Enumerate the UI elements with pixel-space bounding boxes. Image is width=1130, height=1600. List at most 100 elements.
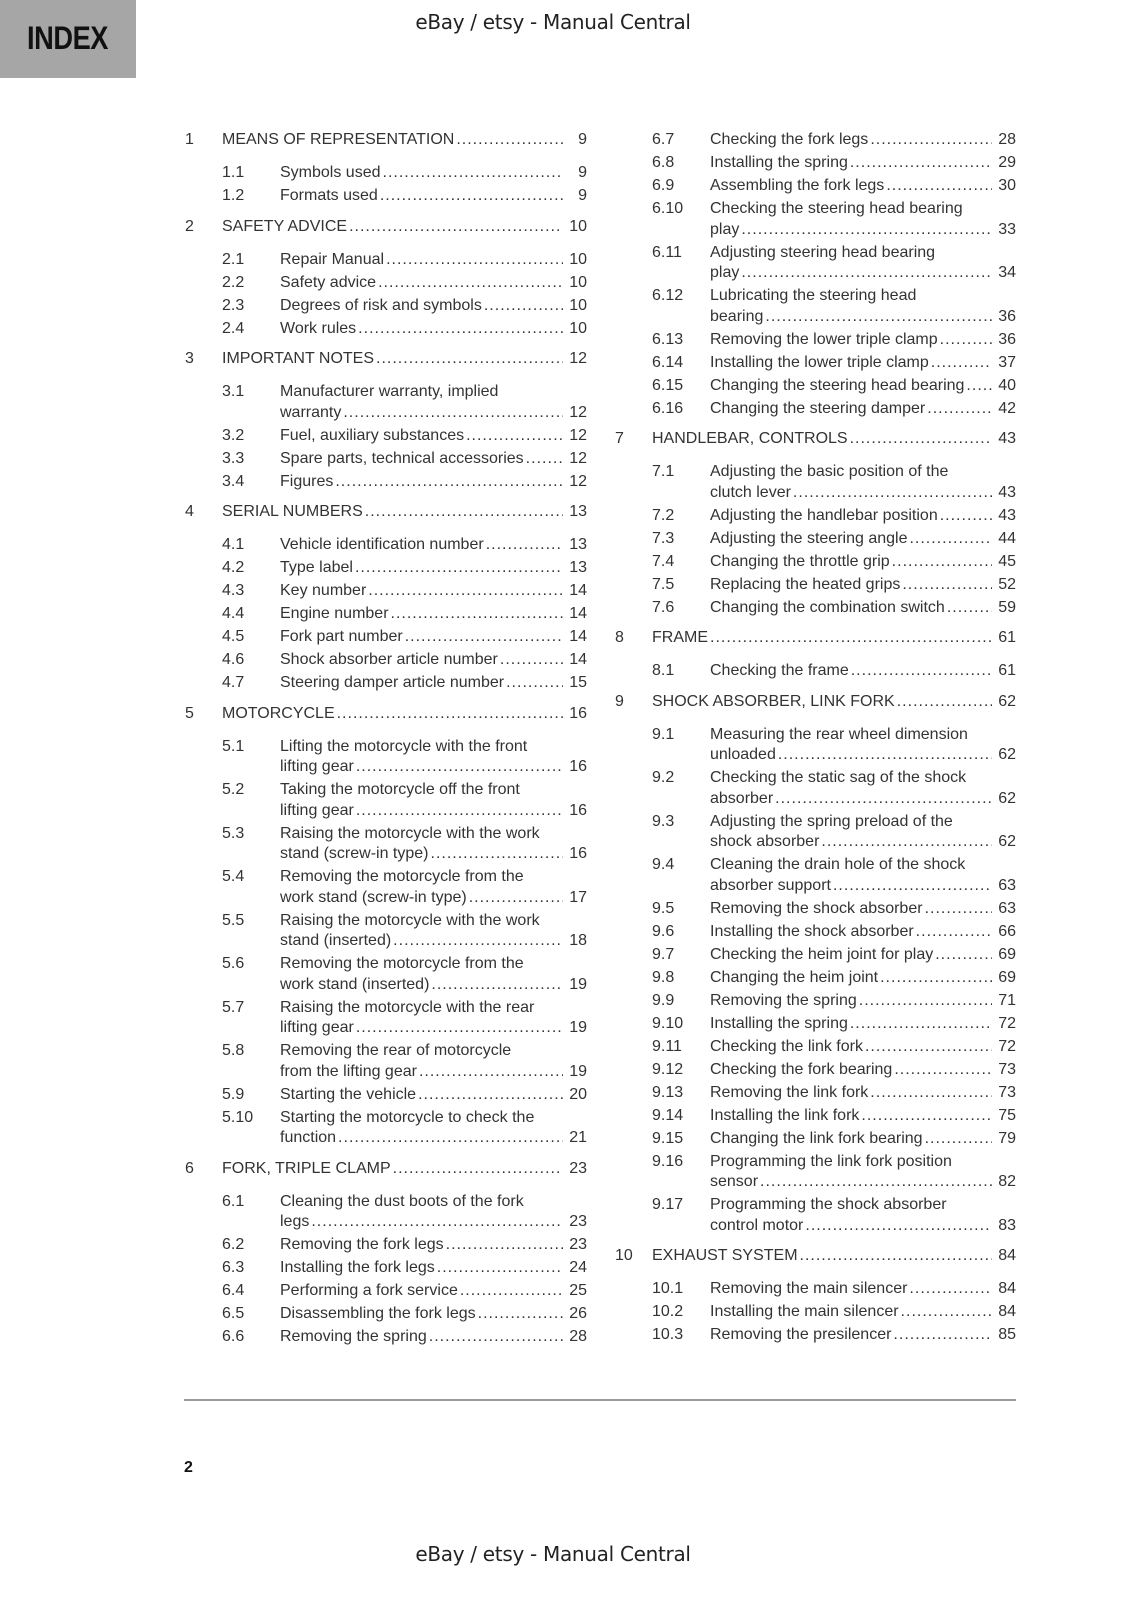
toc-page-number[interactable]: 14: [569, 582, 587, 599]
toc-page-number[interactable]: 12: [569, 403, 587, 421]
toc-section-entry[interactable]: 5.7 Raising the motorcycle with the rear l…: [185, 998, 587, 1039]
toc-page-number[interactable]: 61: [998, 662, 1016, 679]
toc-section-entry[interactable]: 4.4 Engine number 14: [185, 604, 587, 625]
toc-section-entry[interactable]: 9.1 Measuring the rear wheel dimension unl…: [615, 725, 1016, 766]
toc-page-number[interactable]: 45: [998, 552, 1016, 570]
toc-section-entry[interactable]: 9.4 Cleaning the drain hole of the shock a…: [615, 855, 1016, 896]
toc-page-number[interactable]: 12: [569, 426, 587, 444]
toc-section-entry[interactable]: 4.7 Steering damper article number 15: [185, 673, 587, 694]
toc-page-number[interactable]: 85: [998, 1326, 1016, 1343]
toc-page-number[interactable]: 16: [569, 801, 587, 819]
toc-section-entry[interactable]: 5.3 Raising the motorcycle with the work s…: [185, 824, 587, 865]
toc-page-number[interactable]: 75: [998, 1106, 1016, 1124]
toc-section-entry[interactable]: 6.8 Installing the spring 29: [615, 153, 1016, 174]
toc-chapter-entry[interactable]: 3 IMPORTANT NOTES 12: [185, 349, 587, 370]
toc-page-number[interactable]: 12: [569, 449, 587, 467]
toc-section-entry[interactable]: 3.2 Fuel, auxiliary substances 12: [185, 426, 587, 447]
toc-page-number[interactable]: 21: [569, 1129, 587, 1146]
toc-page-number[interactable]: 43: [998, 506, 1016, 524]
toc-page-number[interactable]: 40: [998, 376, 1016, 394]
toc-section-entry[interactable]: 4.2 Type label 13: [185, 558, 587, 579]
toc-section-entry[interactable]: 9.9 Removing the spring 71: [615, 991, 1016, 1012]
toc-page-number[interactable]: 14: [569, 605, 587, 622]
toc-section-entry[interactable]: 7.1 Adjusting the basic position of the cl…: [615, 462, 1016, 503]
toc-section-entry[interactable]: 6.7 Checking the fork legs 28: [615, 130, 1016, 151]
toc-section-entry[interactable]: 4.1 Vehicle identification number 13: [185, 535, 587, 556]
toc-section-entry[interactable]: 9.14 Installing the link fork 75: [615, 1106, 1016, 1127]
toc-section-entry[interactable]: 6.13 Removing the lower triple clamp 36: [615, 330, 1016, 351]
toc-section-entry[interactable]: 7.2 Adjusting the handlebar position 43: [615, 506, 1016, 527]
toc-chapter-entry[interactable]: 1 MEANS OF REPRESENTATION 9: [185, 130, 587, 151]
toc-page-number[interactable]: 61: [998, 629, 1016, 646]
toc-page-number[interactable]: 36: [998, 330, 1016, 348]
toc-page-number[interactable]: 43: [998, 430, 1016, 447]
toc-section-entry[interactable]: 6.2 Removing the fork legs 23: [185, 1235, 587, 1256]
toc-section-entry[interactable]: 6.5 Disassembling the fork legs 26: [185, 1304, 587, 1325]
toc-section-entry[interactable]: 2.1 Repair Manual 10: [185, 250, 587, 271]
toc-section-entry[interactable]: 6.1 Cleaning the dust boots of the fork le…: [185, 1192, 587, 1233]
toc-chapter-entry[interactable]: 7 HANDLEBAR, CONTROLS 43: [615, 429, 1016, 450]
toc-page-number[interactable]: 42: [998, 399, 1016, 417]
toc-page-number[interactable]: 24: [569, 1259, 587, 1276]
toc-section-entry[interactable]: 3.1 Manufacturer warranty, implied warrant…: [185, 382, 587, 423]
toc-section-entry[interactable]: 9.5 Removing the shock absorber 63: [615, 899, 1016, 920]
toc-section-entry[interactable]: 3.3 Spare parts, technical accessories 12: [185, 449, 587, 470]
toc-chapter-entry[interactable]: 5 MOTORCYCLE 16: [185, 704, 587, 725]
toc-page-number[interactable]: 25: [569, 1282, 587, 1299]
toc-section-entry[interactable]: 5.8 Removing the rear of motorcycle from t…: [185, 1041, 587, 1082]
toc-section-entry[interactable]: 5.1 Lifting the motorcycle with the front…: [185, 737, 587, 778]
toc-page-number[interactable]: 28: [998, 131, 1016, 148]
toc-page-number[interactable]: 19: [569, 1019, 587, 1036]
toc-section-entry[interactable]: 1.2 Formats used 9: [185, 186, 587, 207]
toc-page-number[interactable]: 69: [998, 945, 1016, 963]
toc-page-number[interactable]: 14: [569, 651, 587, 668]
toc-page-number[interactable]: 12: [569, 350, 587, 367]
toc-page-number[interactable]: 18: [569, 932, 587, 949]
toc-page-number[interactable]: 44: [998, 529, 1016, 547]
toc-section-entry[interactable]: 6.12 Lubricating the steering head bearing…: [615, 286, 1016, 327]
toc-section-entry[interactable]: 1.1 Symbols used 9: [185, 163, 587, 184]
toc-section-entry[interactable]: 9.11 Checking the link fork 72: [615, 1037, 1016, 1058]
toc-section-entry[interactable]: 9.8 Changing the heim joint 69: [615, 968, 1016, 989]
toc-section-entry[interactable]: 6.6 Removing the spring 28: [185, 1327, 587, 1348]
toc-section-entry[interactable]: 5.9 Starting the vehicle 20: [185, 1085, 587, 1106]
toc-section-entry[interactable]: 5.4 Removing the motorcycle from the work …: [185, 867, 587, 908]
toc-page-number[interactable]: 19: [569, 1062, 587, 1080]
toc-page-number[interactable]: 82: [998, 1173, 1016, 1190]
toc-section-entry[interactable]: 6.11 Adjusting steering head bearing play 3…: [615, 243, 1016, 284]
toc-section-entry[interactable]: 9.7 Checking the heim joint for play 69: [615, 945, 1016, 966]
toc-page-number[interactable]: 79: [998, 1129, 1016, 1147]
toc-section-entry[interactable]: 10.1 Removing the main silencer 84: [615, 1279, 1016, 1300]
toc-page-number[interactable]: 10: [569, 217, 587, 235]
toc-page-number[interactable]: 15: [569, 674, 587, 691]
toc-page-number[interactable]: 19: [569, 975, 587, 993]
toc-section-entry[interactable]: 6.3 Installing the fork legs 24: [185, 1258, 587, 1279]
toc-section-entry[interactable]: 6.14 Installing the lower triple clamp 37: [615, 353, 1016, 374]
toc-page-number[interactable]: 16: [569, 845, 587, 862]
toc-page-number[interactable]: 20: [569, 1085, 587, 1103]
toc-page-number[interactable]: 12: [569, 472, 587, 490]
toc-page-number[interactable]: 9: [578, 187, 587, 204]
toc-page-number[interactable]: 34: [998, 264, 1016, 281]
toc-page-number[interactable]: 13: [569, 536, 587, 553]
toc-page-number[interactable]: 10: [569, 319, 587, 337]
toc-page-number[interactable]: 59: [998, 598, 1016, 616]
toc-section-entry[interactable]: 6.10 Checking the steering head bearing pl…: [615, 199, 1016, 240]
toc-page-number[interactable]: 9: [578, 131, 587, 148]
toc-section-entry[interactable]: 3.4 Figures 12: [185, 472, 587, 493]
toc-section-entry[interactable]: 9.12 Checking the fork bearing 73: [615, 1060, 1016, 1081]
toc-page-number[interactable]: 13: [569, 503, 587, 520]
toc-chapter-entry[interactable]: 4 SERIAL NUMBERS 13: [185, 502, 587, 523]
toc-chapter-entry[interactable]: 2 SAFETY ADVICE 10: [185, 217, 587, 238]
toc-chapter-entry[interactable]: 6 FORK, TRIPLE CLAMP 23: [185, 1159, 587, 1180]
toc-page-number[interactable]: 28: [569, 1328, 587, 1345]
toc-page-number[interactable]: 84: [998, 1303, 1016, 1320]
toc-page-number[interactable]: 37: [998, 353, 1016, 371]
toc-section-entry[interactable]: 5.6 Removing the motorcycle from the work …: [185, 954, 587, 995]
toc-section-entry[interactable]: 9.2 Checking the static sag of the shock a…: [615, 768, 1016, 809]
toc-page-number[interactable]: 72: [998, 1037, 1016, 1055]
toc-section-entry[interactable]: 2.4 Work rules 10: [185, 319, 587, 340]
toc-page-number[interactable]: 10: [569, 250, 587, 268]
toc-section-entry[interactable]: 9.15 Changing the link fork bearing 79: [615, 1129, 1016, 1150]
toc-chapter-entry[interactable]: 10 EXHAUST SYSTEM 84: [615, 1246, 1016, 1267]
